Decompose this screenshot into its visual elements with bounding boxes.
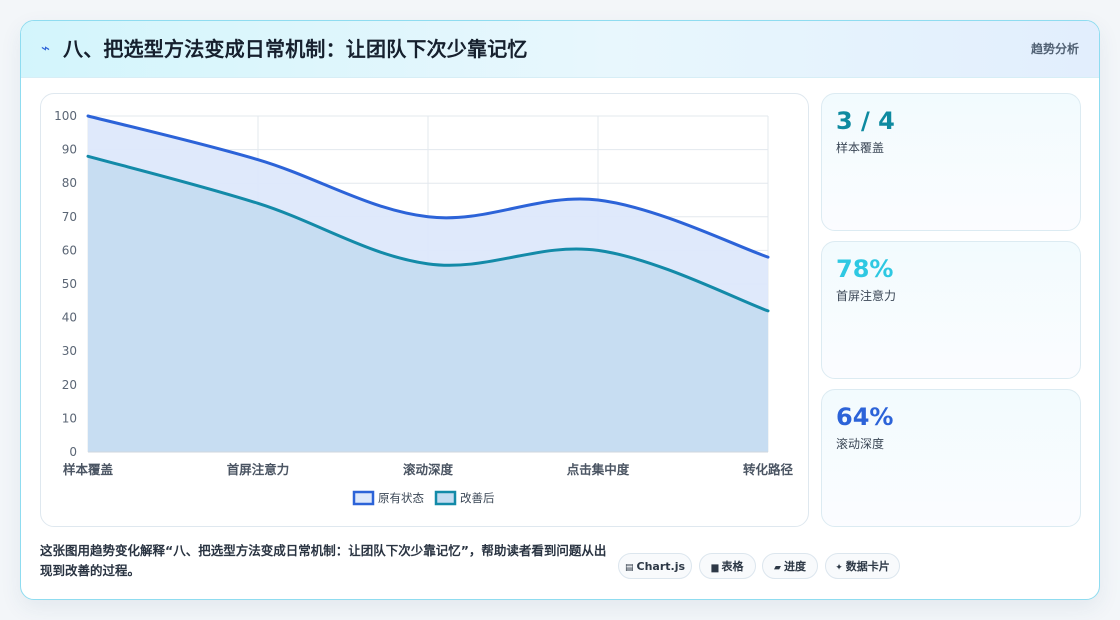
y-tick-label: 90: [62, 143, 77, 157]
legend-swatch: [434, 490, 457, 506]
y-tick-label: 80: [62, 176, 77, 190]
kpi-card-sample-coverage: 3 / 4 样本覆盖: [821, 93, 1081, 231]
y-tick-label: 70: [62, 210, 77, 224]
series-area-1: [88, 156, 768, 452]
y-tick-label: 10: [62, 411, 77, 425]
legend-swatch: [352, 490, 375, 506]
legend-label: 改善后: [460, 491, 495, 505]
pill-progress[interactable]: ▰ 进度: [762, 553, 818, 579]
kpi-value: 3 / 4: [836, 107, 895, 135]
legend-label: 原有状态: [378, 491, 424, 505]
y-tick-label: 60: [62, 243, 77, 257]
x-tick-label: 点击集中度: [567, 462, 630, 477]
y-tick-label: 100: [54, 109, 77, 123]
kpi-label: 样本覆盖: [836, 141, 885, 155]
y-tick-label: 40: [62, 311, 77, 325]
x-tick-label: 滚动深度: [403, 462, 454, 477]
pill-table[interactable]: ▆ 表格: [699, 553, 756, 579]
x-tick-label: 样本覆盖: [63, 462, 114, 477]
y-tick-label: 0: [69, 445, 77, 459]
lightning-icon: ⌁: [41, 39, 51, 57]
page-title: 八、把选型方法变成日常机制：让团队下次少靠记忆: [63, 37, 528, 61]
pill-label: 数据卡片: [845, 560, 890, 573]
chart-card: ⌁ 八、把选型方法变成日常机制：让团队下次少靠记忆 趋势分析 0 10 20 30 40…: [20, 20, 1100, 600]
chart-panel: 0 10 20 30 40 50 60 70 80 90 100 样本覆盖 首屏注意力 滚动深度 点击集中度…: [40, 93, 809, 527]
pill-chartjs[interactable]: ▤ Chart.js: [618, 553, 692, 579]
chart-icon: ▤: [624, 563, 634, 573]
table-icon: ▆: [711, 563, 719, 573]
kpi-label: 滚动深度: [836, 437, 885, 451]
kpi-value: 78%: [836, 255, 894, 283]
kpi-value: 64%: [836, 403, 894, 431]
kpi-card-first-screen-attention: 78% 首屏注意力: [821, 241, 1081, 379]
y-tick-label: 30: [62, 344, 77, 358]
pill-label: 表格: [721, 560, 744, 573]
progress-icon: ▰: [774, 563, 781, 573]
x-tick-label: 首屏注意力: [227, 462, 290, 477]
chart-description: 这张图用趋势变化解释“八、把选型方法变成日常机制：让团队下次少靠记忆”，帮助读者…: [40, 543, 607, 578]
pill-data-card[interactable]: ✦ 数据卡片: [825, 553, 900, 579]
header-tag: 趋势分析: [1030, 42, 1079, 56]
card-header: ⌁ 八、把选型方法变成日常机制：让团队下次少靠记忆 趋势分析: [21, 21, 1099, 78]
sparkle-icon: ✦: [835, 563, 843, 573]
y-tick-label: 20: [62, 378, 77, 392]
kpi-label: 首屏注意力: [836, 289, 897, 303]
pill-label: 进度: [783, 560, 806, 573]
y-tick-label: 50: [62, 277, 77, 291]
pill-label: Chart.js: [636, 560, 686, 573]
area-chart: 0 10 20 30 40 50 60 70 80 90 100 样本覆盖 首屏注意力 滚动深度 点击集中度…: [54, 109, 794, 506]
kpi-card-scroll-depth: 64% 滚动深度: [821, 389, 1081, 527]
series-line-1: [86, 154, 770, 313]
x-tick-label: 转化路径: [743, 462, 794, 477]
series-line-0: [86, 114, 770, 259]
